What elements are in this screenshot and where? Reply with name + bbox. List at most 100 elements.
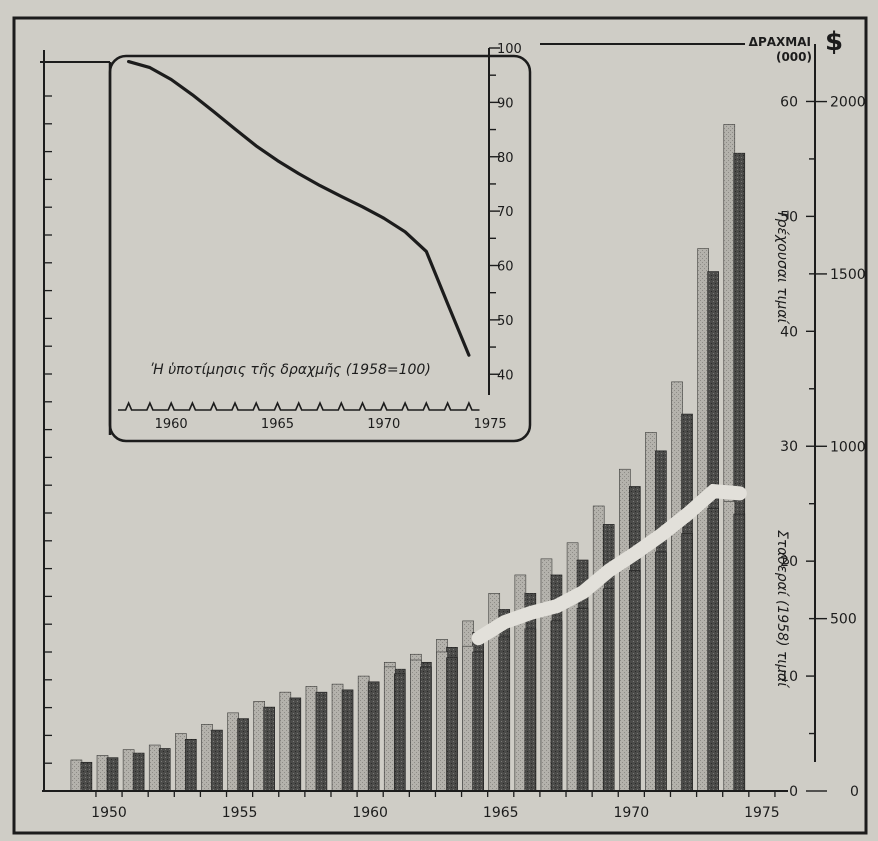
inset-title: ʹΗ ὑποτίμησις τῆς δραχμῆς (1958=100) bbox=[149, 362, 431, 378]
bar-constant-dark bbox=[106, 757, 119, 792]
bar-constant-dark bbox=[420, 666, 432, 792]
drachma-tick-label: 0 bbox=[789, 784, 798, 800]
bar-constant-dark bbox=[263, 706, 275, 792]
bar-constant-dark bbox=[132, 752, 145, 792]
bar-constant-dark bbox=[707, 507, 719, 792]
inset-x-tick-label: 1975 bbox=[474, 417, 507, 432]
bar-constant-dark bbox=[576, 607, 589, 792]
dollar-tick-label: 0 bbox=[850, 784, 859, 800]
dollar-unit-label: $ bbox=[825, 27, 843, 57]
bar-constant-light bbox=[697, 498, 709, 792]
inset-x-tick-label: 1965 bbox=[261, 417, 294, 432]
outer-frame bbox=[12, 16, 868, 835]
drachma-axis-ticks: 0 10 20 30 40 50 60 bbox=[780, 94, 815, 800]
drachma-tick-label: 10 bbox=[780, 669, 798, 685]
bar-constant-light bbox=[148, 744, 161, 792]
bar-constant-light bbox=[357, 675, 370, 792]
bar-constant-light bbox=[462, 645, 474, 792]
inset-x-tick-label: 1970 bbox=[367, 417, 400, 432]
bar-constant-light bbox=[619, 560, 631, 792]
drachma-devaluation-line bbox=[127, 60, 471, 357]
x-tick-label: 1970 bbox=[613, 805, 649, 821]
current-prices-label: Τρέχουσαι τιμαί bbox=[774, 210, 790, 326]
inset-y-tick-label: 40 bbox=[497, 368, 514, 383]
bar-constant-dark bbox=[367, 681, 380, 792]
drachma-tick-label: 60 bbox=[780, 94, 798, 110]
bar-constant-dark bbox=[158, 748, 171, 792]
bar-constant-dark bbox=[498, 636, 511, 792]
bar-constant-dark bbox=[289, 697, 302, 792]
inset-y-tick-label: 100 bbox=[497, 42, 522, 57]
bar-constant-light bbox=[96, 755, 109, 792]
bar-constant-light bbox=[723, 501, 736, 792]
bar-constant-dark bbox=[550, 620, 563, 792]
drachma-unit-sub: (000) bbox=[776, 50, 812, 64]
dollar-axis-ticks: 0 500 1000 1500 2000 bbox=[815, 95, 866, 800]
drachma-tick-label: 40 bbox=[780, 324, 798, 340]
bar-constant-dark bbox=[629, 570, 641, 792]
x-tick-label: 1960 bbox=[352, 805, 388, 821]
bar-constant-light bbox=[279, 691, 292, 792]
inset-y-tick-label: 80 bbox=[497, 151, 514, 166]
inset-y-ticks: 40 50 60 70 80 90 100 bbox=[489, 42, 522, 383]
inset-x-tick-label: 1960 bbox=[155, 417, 188, 432]
inset-x-ticks: 1960 1965 1970 1975 bbox=[155, 417, 507, 432]
inset-y-tick-label: 60 bbox=[497, 260, 514, 275]
bar-constant-light bbox=[566, 599, 579, 792]
bar-constant-light bbox=[70, 759, 83, 792]
bar-constant-light bbox=[645, 542, 657, 792]
dollar-tick-label: 500 bbox=[830, 612, 857, 628]
inset-y-tick-label: 50 bbox=[497, 314, 514, 329]
main-bar-chart: 1950 1955 1960 1965 1970 1975 0 10 20 30 40 50 60 0… bbox=[42, 27, 866, 821]
constant-prices-envelope bbox=[471, 483, 747, 646]
bar-constant-dark bbox=[315, 691, 328, 792]
bar-constant-light bbox=[227, 712, 239, 792]
drachma-tick-label: 20 bbox=[780, 554, 798, 570]
dollar-tick-label: 1500 bbox=[830, 267, 866, 283]
x-tick-label: 1975 bbox=[744, 805, 780, 821]
bar-constant-light bbox=[383, 666, 396, 792]
bar-constant-dark bbox=[733, 513, 746, 792]
bar-constant-light bbox=[671, 521, 683, 792]
bar-constant-light bbox=[488, 629, 501, 792]
bar-constant-dark bbox=[393, 673, 406, 792]
bar-constant-light bbox=[201, 724, 213, 792]
drachma-tick-label: 50 bbox=[780, 209, 798, 225]
bar-constant-light bbox=[436, 651, 448, 792]
bar-constant-light bbox=[305, 686, 318, 792]
bar-constant-dark bbox=[472, 651, 484, 792]
constant-prices-label: Σταθεραί (1958) τιμαί bbox=[774, 530, 790, 689]
x-tick-label: 1965 bbox=[483, 805, 519, 821]
bar-constant-light bbox=[253, 701, 265, 792]
dollar-tick-label: 1000 bbox=[830, 439, 866, 455]
bar-constant-light bbox=[410, 659, 422, 792]
drachma-tick-label: 30 bbox=[780, 439, 798, 455]
bar-constant-light bbox=[540, 613, 553, 792]
bar-constant-dark bbox=[211, 729, 223, 792]
inset-x-axis bbox=[118, 400, 480, 411]
bar-constant-dark bbox=[446, 657, 458, 792]
bar-constant-dark bbox=[237, 718, 249, 792]
inset-y-tick-label: 90 bbox=[497, 96, 514, 111]
x-axis-ticks: 1950 1955 1960 1965 1970 1975 bbox=[91, 791, 780, 821]
drachma-unit-label: ΔΡΑΧΜΑΙ bbox=[749, 35, 811, 49]
bar-constant-light bbox=[331, 683, 344, 792]
bar-constant-dark bbox=[185, 738, 197, 792]
bars-layer bbox=[70, 124, 746, 792]
bar-constant-dark bbox=[681, 533, 693, 792]
bar-constant-dark bbox=[602, 588, 615, 792]
x-tick-label: 1955 bbox=[222, 805, 258, 821]
bar-constant-light bbox=[592, 578, 605, 792]
bar-constant-light bbox=[122, 749, 135, 792]
left-frame-ticks bbox=[44, 95, 52, 764]
bar-constant-light bbox=[175, 733, 187, 792]
bar-constant-light bbox=[514, 620, 527, 792]
bar-constant-dark bbox=[80, 761, 93, 792]
inset-y-tick-label: 70 bbox=[497, 205, 514, 220]
dollar-tick-label: 2000 bbox=[830, 95, 866, 111]
inset-line-chart: 40 50 60 70 80 90 100 1960 1965 1970 1975 ʹΗ ὑποτ… bbox=[40, 42, 532, 443]
inset-panel bbox=[108, 54, 532, 443]
bar-constant-dark bbox=[524, 628, 537, 792]
x-tick-label: 1950 bbox=[91, 805, 127, 821]
